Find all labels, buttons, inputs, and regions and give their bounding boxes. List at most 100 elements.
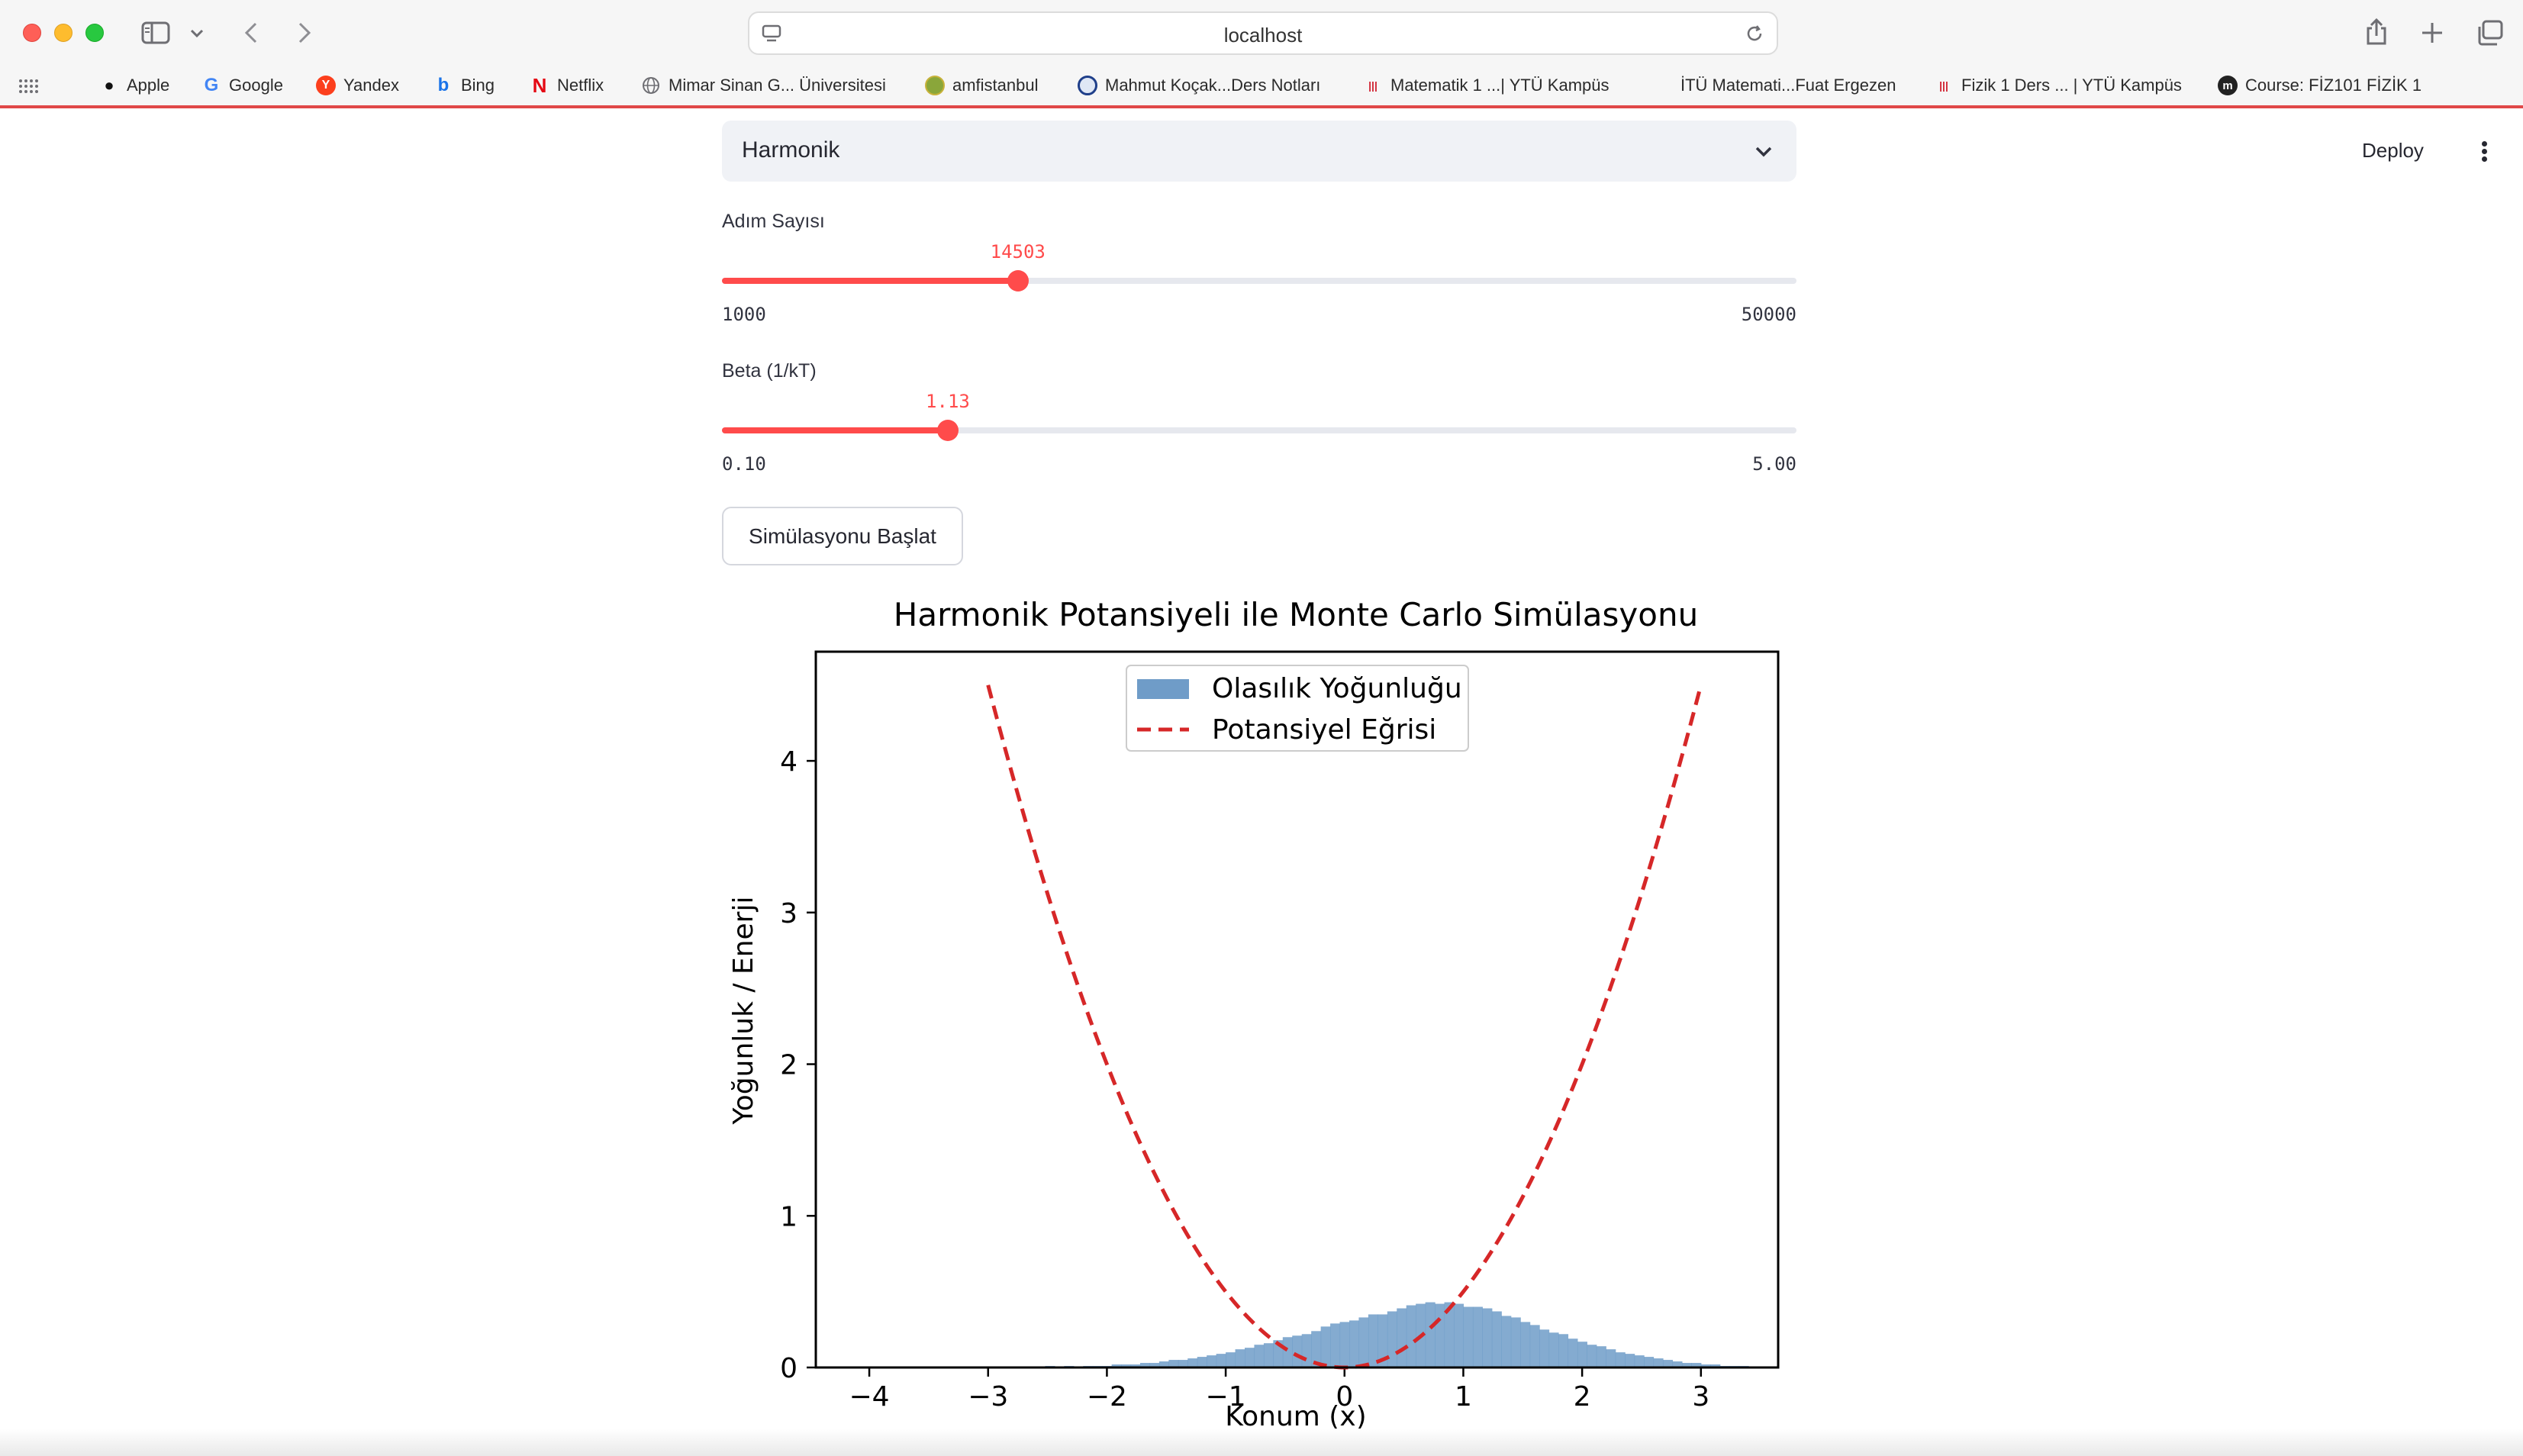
bookmark-label: Bing [461,76,495,95]
potential-curve [986,685,1703,1370]
potential-select[interactable]: Harmonik [722,121,1796,182]
bookmark-label: Yandex [343,76,399,95]
x-tick-label: −2 [1087,1381,1127,1413]
share-icon[interactable] [2363,17,2390,47]
histogram-bar [1529,1325,1540,1367]
histogram-bar [1216,1354,1226,1367]
google-icon: G [204,75,219,95]
bookmark-label: Course: FİZ101 FİZİK 1 [2245,76,2422,95]
x-tick-label: 3 [1692,1381,1709,1413]
new-tab-icon[interactable] [2419,20,2445,46]
y-tick-label: 2 [780,1050,798,1081]
histogram-bar [1187,1358,1198,1367]
steps-slider-thumb[interactable] [1007,270,1029,292]
histogram-bar [1178,1360,1188,1367]
legend-box [1126,665,1469,752]
histogram-bar [1292,1335,1303,1367]
histogram-bar [1406,1305,1416,1367]
steps-slider[interactable]: 14503 [722,241,1796,292]
bookmark-mahmut-kocak[interactable]: Mahmut Koçak...Ders Notları [1078,73,1320,98]
reload-icon[interactable] [1743,22,1766,45]
histogram-bar [1149,1363,1160,1367]
x-tick-label: 1 [1455,1381,1472,1413]
histogram-bar [1587,1345,1597,1367]
x-tick-label: 0 [1336,1381,1353,1413]
bookmark-label: Netflix [557,76,604,95]
plot-frame [814,650,1780,1369]
x-tick-label: −4 [849,1381,890,1413]
histogram-bar [1348,1320,1360,1367]
bookmark-google[interactable]: G Google [201,73,283,98]
back-icon[interactable] [240,20,263,46]
bookmark-label: Matematik 1 ...| YTÜ Kampüs [1390,76,1610,95]
histogram-bar [1358,1317,1369,1367]
close-window-button[interactable] [23,24,41,42]
histogram-bar [1577,1342,1587,1367]
histogram-bar [1634,1355,1645,1367]
histogram-bar [1378,1314,1388,1367]
histogram-bar [1311,1331,1322,1367]
histogram-bar [1558,1334,1569,1367]
sidebar-toggle-icon[interactable] [140,20,171,46]
bookmark-bing[interactable]: b Bing [433,73,495,98]
histogram-bar [1226,1352,1236,1367]
histogram-bar [1672,1361,1683,1367]
zoom-window-button[interactable] [85,24,104,42]
potential-select-value: Harmonik [742,137,840,163]
histogram-bar [1330,1323,1341,1367]
main-menu-icon[interactable] [2473,139,2496,166]
address-bar[interactable]: localhost [748,11,1778,55]
tab-overview-icon[interactable] [2476,18,2505,47]
histogram-bar [1463,1306,1474,1367]
beta-slider-fill [722,427,948,433]
bookmark-amfistanbul[interactable]: amfistanbul [925,73,1039,98]
page-settings-icon[interactable] [760,22,783,45]
steps-slider-fill [722,278,1018,284]
apps-grid-icon[interactable] [17,76,40,96]
histogram-bar [1339,1322,1350,1367]
beta-slider-min: 0.10 [722,453,766,475]
url-text[interactable]: localhost [1223,24,1303,47]
histogram-bar [1282,1337,1293,1367]
histogram-bar [1606,1349,1616,1367]
legend-entry-histogram: Olasılık Yoğunluğu [1212,673,1462,704]
histogram-bar [1644,1357,1655,1367]
histogram-bar [1425,1302,1436,1367]
netflix-icon: N [532,73,547,97]
histogram-bar [1520,1322,1531,1367]
histogram-bar [1615,1352,1626,1367]
beta-slider-thumb[interactable] [936,420,959,441]
bookmark-fizik-1[interactable]: ||| Fizik 1 Ders ... | YTÜ Kampüs [1934,73,2182,98]
y-axis-label: Yoğunluk / Enerji [728,897,759,1126]
histogram-bar [1510,1317,1521,1367]
forward-icon[interactable] [293,20,316,46]
histogram-bar [1596,1346,1606,1367]
minimize-window-button[interactable] [54,24,72,42]
bookmark-label: Mimar Sinan G... Üniversitesi [669,76,886,95]
steps-slider-value: 14503 [990,241,1046,263]
amfistanbul-icon [925,76,945,95]
bookmark-apple[interactable]: ● Apple [99,73,169,98]
x-axis-label: Konum (x) [1225,1401,1366,1429]
bookmark-netflix[interactable]: N Netflix [530,73,604,98]
bookmark-matematik-1[interactable]: ||| Matematik 1 ...| YTÜ Kampüs [1363,73,1610,98]
histogram-bar [1691,1363,1702,1367]
bookmark-fiz101[interactable]: m Course: FİZ101 FİZİK 1 [2218,73,2422,98]
y-tick-label: 1 [780,1201,798,1232]
chevron-down-icon[interactable] [188,24,206,43]
monte-carlo-chart: Harmonik Potansiyeli ile Monte Carlo Sim… [728,596,1780,1429]
bookmark-itu-matematik[interactable]: İTÜ Matemati...Fuat Ergezen [1680,73,1896,98]
beta-slider[interactable]: 1.13 [722,391,1796,441]
bookmark-mimar-sinan[interactable]: Mimar Sinan G... Üniversitesi [641,73,886,98]
histogram-bar [1140,1363,1151,1367]
ytu-icon: ||| [1939,79,1948,92]
histogram-bar [1320,1326,1331,1367]
bookmark-yandex[interactable]: Y Yandex [316,73,399,98]
histogram-bar [1121,1364,1132,1367]
moodle-icon: m [2218,76,2238,95]
histogram-bar [1539,1329,1550,1367]
start-simulation-button[interactable]: Simülasyonu Başlat [722,507,963,565]
histogram-bar [1491,1311,1502,1367]
apple-icon: ● [104,76,114,95]
deploy-button[interactable]: Deploy [2362,139,2424,162]
